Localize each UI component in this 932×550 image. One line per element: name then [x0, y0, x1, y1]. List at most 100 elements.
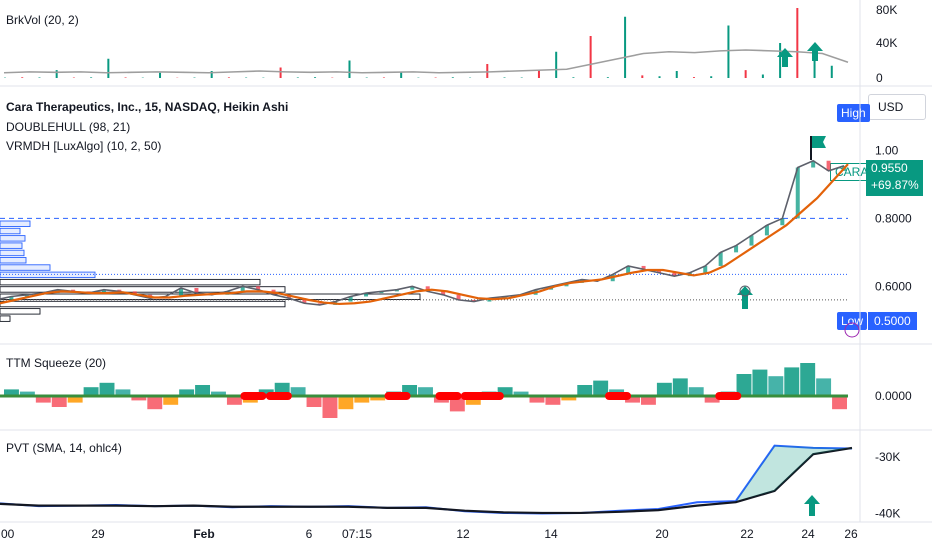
momentum-histogram-bar: [354, 396, 370, 403]
momentum-histogram-bar: [816, 378, 832, 396]
time-axis-tick: 20: [655, 527, 669, 541]
momentum-histogram-bar: [545, 396, 561, 405]
candle: [101, 289, 106, 294]
momentum-histogram-bar: [481, 391, 497, 396]
momentum-histogram-bar: [258, 389, 274, 396]
momentum-histogram-bar: [418, 387, 433, 396]
momentum-histogram-bar: [784, 367, 800, 396]
momentum-histogram-bar: [179, 389, 195, 396]
volume-bar: [348, 60, 351, 78]
volume-bar: [227, 77, 230, 78]
candle: [502, 296, 507, 299]
vrmdh-indicator-label[interactable]: VRMDH [LuxAlgo] (10, 2, 50): [6, 139, 162, 153]
momentum-histogram-bar: [768, 376, 784, 396]
currency-button[interactable]: USD: [868, 94, 926, 120]
momentum-histogram-bar: [83, 387, 99, 396]
volume-bar: [21, 77, 24, 78]
candle: [163, 296, 168, 299]
volume-bar: [159, 72, 162, 78]
time-axis-tick: 14: [544, 527, 558, 541]
candle: [811, 160, 816, 168]
doublehull-indicator-label[interactable]: DOUBLEHULL (98, 21): [6, 120, 131, 134]
candle: [641, 265, 646, 270]
candle: [179, 288, 184, 297]
pvt-fill: [735, 445, 852, 502]
momentum-histogram-bar: [386, 391, 402, 396]
last-price-box: 0.9550 +69.87%: [866, 160, 923, 196]
main-chart-title[interactable]: Cara Therapeutics, Inc., 15, NASDAQ, Hei…: [6, 100, 289, 114]
candle: [471, 299, 476, 302]
momentum-histogram-bar: [99, 382, 115, 396]
volume-profile-bar: [0, 227, 21, 235]
right-price-axis[interactable]: [860, 0, 932, 520]
momentum-histogram-bar: [211, 391, 226, 396]
volume-bar: [210, 71, 213, 78]
momentum-histogram-bar: [752, 369, 768, 396]
momentum-histogram-bar: [67, 396, 83, 403]
momentum-histogram-bar: [449, 396, 465, 412]
candle: [86, 291, 91, 294]
volume-profile-bar: [0, 278, 261, 286]
candle: [425, 286, 430, 292]
volume-profile-bar: [0, 293, 421, 300]
candle: [379, 291, 384, 294]
candle: [333, 301, 338, 305]
volume-profile-bar: [0, 264, 51, 271]
candle: [117, 289, 122, 292]
candle: [148, 294, 153, 299]
volume-bar: [658, 76, 661, 78]
volume-bar: [624, 16, 627, 78]
momentum-histogram-bar: [338, 396, 354, 410]
candle: [271, 289, 276, 295]
candle: [610, 274, 615, 282]
squeeze-dot: [384, 392, 411, 400]
time-axis-tick: Feb: [193, 527, 214, 541]
volume-bar: [451, 77, 454, 78]
momentum-histogram-bar: [131, 396, 147, 401]
volume-average-line: [3, 49, 849, 74]
volume-bar: [813, 51, 816, 78]
volume-bar: [90, 77, 93, 78]
volume-bar: [710, 76, 713, 78]
volume-profile-bar: [0, 315, 11, 322]
candle: [410, 286, 415, 290]
pivot-marker: [739, 285, 751, 297]
volume-profile-bar: [0, 249, 25, 257]
volume-bar: [692, 77, 695, 78]
signal-flag: [812, 136, 826, 148]
time-axis-tick: 29: [91, 527, 105, 541]
last-price-value: 0.9550: [871, 161, 908, 175]
ttm-squeeze-pane-label[interactable]: TTM Squeeze (20): [6, 356, 107, 370]
candle: [456, 294, 461, 300]
low-price-tag: Low: [837, 312, 868, 330]
momentum-histogram-bar: [800, 363, 816, 396]
momentum-histogram-bar: [163, 396, 179, 405]
momentum-histogram-bar: [402, 385, 418, 396]
candle: [302, 298, 307, 304]
time-axis-tick: 6: [306, 527, 313, 541]
momentum-histogram-bar: [832, 396, 847, 410]
candle: [441, 291, 446, 295]
candle: [780, 218, 785, 226]
volume-bar: [796, 8, 799, 78]
candle: [687, 272, 692, 277]
brkvol-pane-label[interactable]: BrkVol (20, 2): [6, 13, 79, 27]
volume-profile-bar: [0, 286, 286, 293]
volume-profile-bar: [0, 271, 96, 279]
momentum-histogram-bar: [226, 396, 242, 405]
momentum-histogram-bar: [529, 396, 545, 403]
volume-profile-bar: [0, 235, 26, 242]
candle: [703, 265, 708, 273]
pvt-pane-label[interactable]: PVT (SMA, 14, ohlc4): [6, 441, 122, 455]
squeeze-dot: [265, 392, 292, 400]
squeeze-dot: [715, 392, 742, 400]
candle: [518, 294, 523, 297]
candle: [795, 167, 800, 219]
volume-profile-bar: [0, 308, 41, 315]
candle: [194, 288, 199, 294]
volume-bar: [38, 77, 41, 78]
momentum-histogram-bar: [370, 396, 386, 401]
candle: [40, 293, 45, 295]
doublehull-line: [0, 163, 849, 306]
